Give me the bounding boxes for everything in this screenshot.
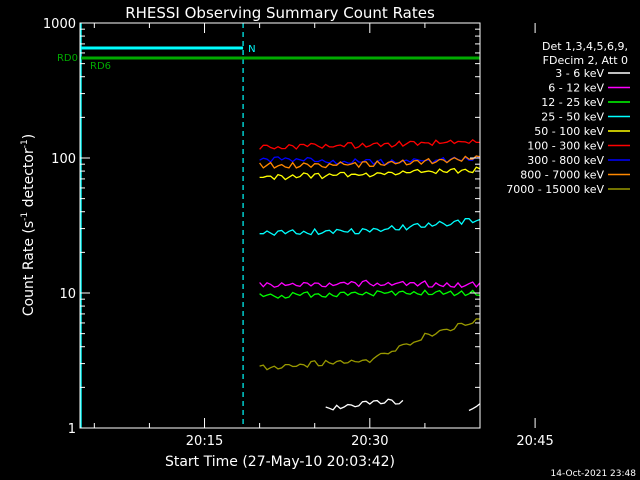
series-line — [259, 155, 480, 169]
series-line — [259, 318, 480, 371]
series-7 — [259, 155, 480, 169]
y-tick-label: 1 — [68, 422, 76, 437]
legend-entry-label: 7000 - 15000 keV — [506, 183, 604, 196]
legend-entry-label: 6 - 12 keV — [548, 82, 604, 95]
series-line — [259, 138, 480, 150]
series-line — [502, 305, 568, 310]
series-line — [579, 252, 640, 342]
series-line — [502, 326, 579, 332]
series-5 — [259, 138, 579, 220]
series-1 — [259, 239, 640, 298]
x-tick-label: 20:15 — [186, 434, 223, 449]
series-line — [468, 402, 480, 412]
series-line — [502, 292, 579, 298]
series-line — [579, 239, 640, 333]
series-line — [502, 240, 579, 252]
x-tick-label: 20:45 — [516, 434, 553, 449]
series-line — [259, 166, 480, 181]
x-tick-label: 20:30 — [351, 434, 388, 449]
series-0 — [325, 398, 480, 412]
series-line — [579, 239, 640, 296]
series-line — [502, 208, 579, 220]
y-tick-label: 100 — [51, 152, 76, 167]
legend-header: Det 1,3,4,5,6,9, — [542, 40, 628, 53]
legend-entry-label: 3 - 6 keV — [555, 67, 604, 80]
flag-n-label: N — [248, 44, 255, 55]
series-line — [259, 289, 480, 299]
x-axis-label: Start Time (27-May-10 20:03:42) — [165, 454, 395, 470]
series-line — [259, 217, 480, 237]
series-8 — [259, 252, 640, 371]
legend-header: FDecim 2, Att 0 — [543, 54, 628, 67]
legend: Det 1,3,4,5,6,9,FDecim 2, Att 03 - 6 keV… — [506, 40, 630, 196]
series-4 — [259, 166, 579, 252]
legend-entry-label: 800 - 7000 keV — [520, 169, 604, 182]
flag-rd6-label: RD6 — [90, 61, 111, 72]
series-2 — [259, 239, 640, 333]
series-3 — [259, 217, 579, 305]
legend-entry-label: 12 - 25 keV — [541, 96, 604, 109]
legend-entry-label: 50 - 100 keV — [534, 125, 604, 138]
chart-title: RHESSI Observing Summary Count Rates — [125, 4, 435, 22]
series-line — [259, 279, 480, 288]
legend-entry-label: 25 - 50 keV — [541, 111, 604, 124]
timestamp-label: 14-Oct-2021 23:48 — [551, 469, 637, 479]
series-line — [325, 398, 404, 411]
legend-entry-label: 300 - 800 keV — [527, 154, 604, 167]
y-tick-label: 10 — [59, 287, 76, 302]
flag-rd0-label: RD0 — [57, 53, 78, 64]
y-tick-label: 1000 — [43, 17, 76, 32]
plot-frame — [79, 22, 481, 429]
series-line — [502, 300, 579, 305]
y-axis-label: Count Rate (s-1 detector-1) — [20, 134, 37, 316]
legend-entry-label: 100 - 300 keV — [527, 140, 604, 153]
